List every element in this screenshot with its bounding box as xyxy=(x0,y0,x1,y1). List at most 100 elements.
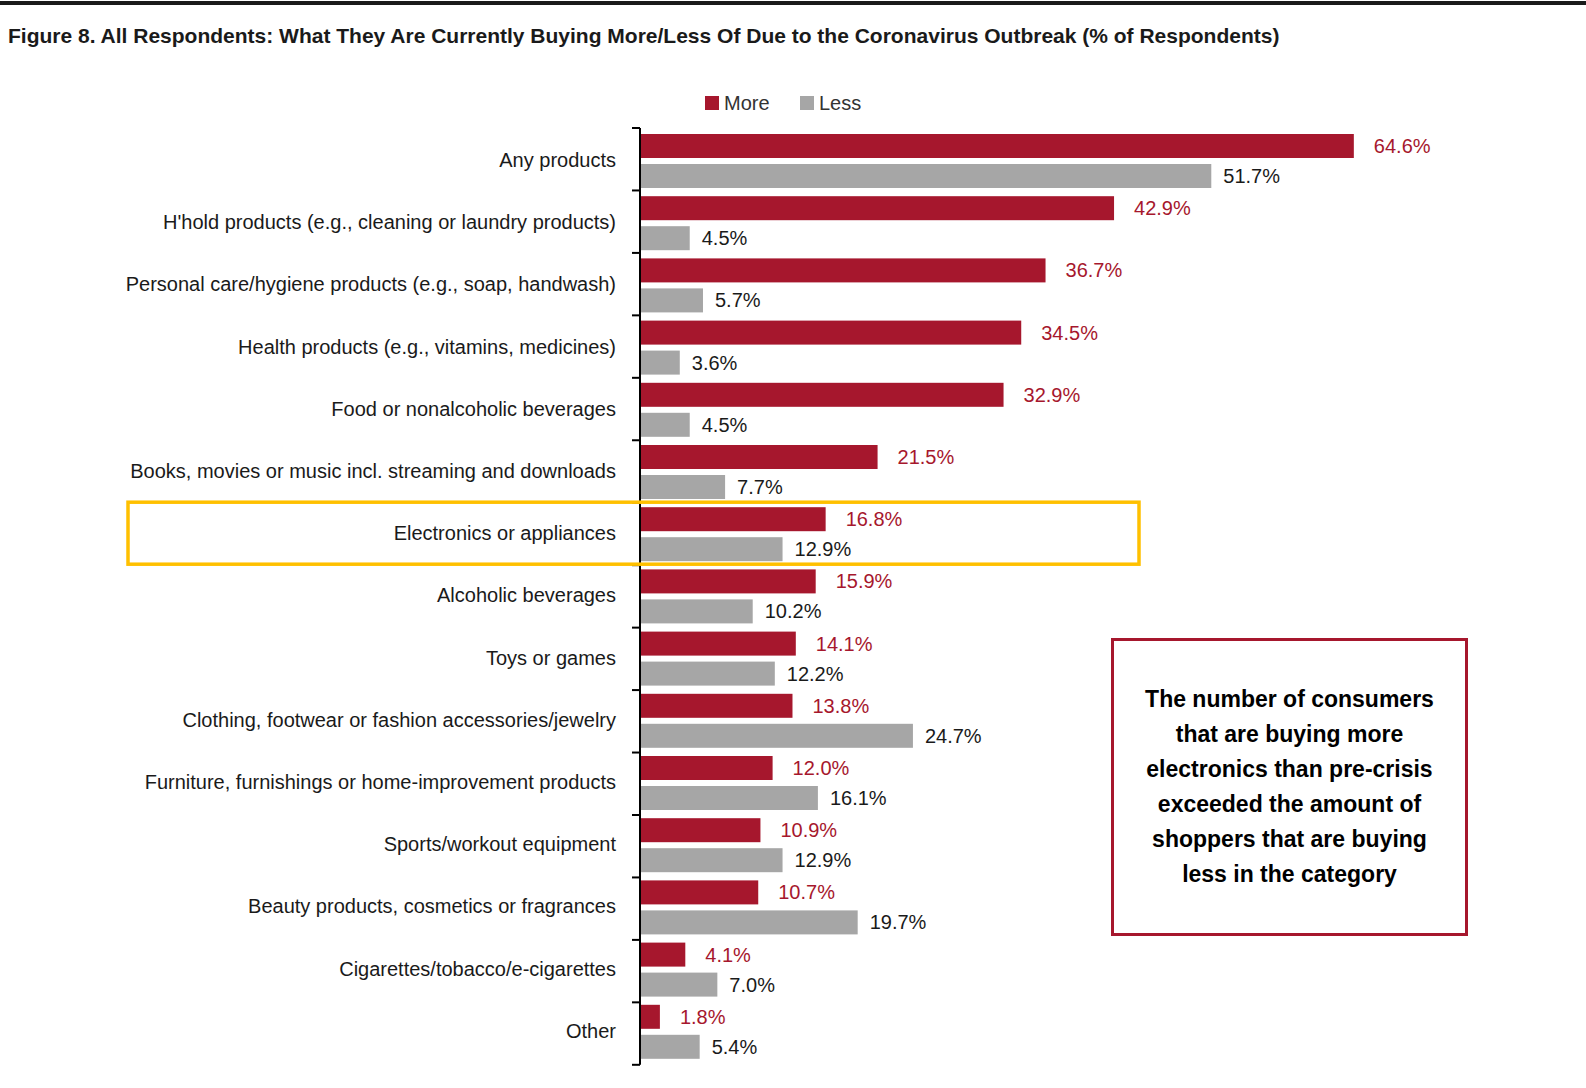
category-label: Beauty products, cosmetics or fragrances xyxy=(248,895,616,917)
bar xyxy=(640,724,913,748)
category-tick xyxy=(632,939,640,941)
bar xyxy=(640,943,685,967)
bar xyxy=(640,413,690,437)
category-label: Personal care/hygiene products (e.g., so… xyxy=(126,273,616,295)
bar xyxy=(640,475,725,499)
category-label: Books, movies or music incl. streaming a… xyxy=(130,460,616,482)
category-label: Alcoholic beverages xyxy=(437,584,616,606)
category-tick xyxy=(632,377,640,379)
category-tick xyxy=(632,189,640,191)
data-label: 64.6% xyxy=(1374,135,1431,157)
category-tick xyxy=(632,814,640,816)
category-label: Sports/workout equipment xyxy=(384,833,617,855)
bar xyxy=(640,786,818,810)
data-label: 12.9% xyxy=(795,538,852,560)
category-tick xyxy=(632,876,640,878)
bar xyxy=(640,973,717,997)
bar xyxy=(640,445,878,469)
category-label: Other xyxy=(566,1020,616,1042)
bar xyxy=(640,134,1354,158)
category-label: Health products (e.g., vitamins, medicin… xyxy=(238,336,616,358)
category-tick xyxy=(632,1001,640,1003)
highlight-box xyxy=(128,502,1139,564)
data-label: 19.7% xyxy=(870,911,927,933)
category-label: Electronics or appliances xyxy=(394,522,616,544)
bar xyxy=(640,756,773,780)
top-rule xyxy=(0,1,1586,5)
bar xyxy=(640,880,758,904)
data-label: 51.7% xyxy=(1223,165,1280,187)
bar xyxy=(640,321,1021,345)
category-label: Clothing, footwear or fashion accessorie… xyxy=(182,709,616,731)
chart: Figure 8. All Respondents: What They Are… xyxy=(0,0,1586,1088)
data-label: 13.8% xyxy=(812,695,869,717)
category-label: Cigarettes/tobacco/e-cigarettes xyxy=(339,958,616,980)
data-label: 16.1% xyxy=(830,787,887,809)
category-label: Toys or games xyxy=(486,647,616,669)
data-label: 32.9% xyxy=(1024,384,1081,406)
data-label: 10.9% xyxy=(780,819,837,841)
data-label: 7.7% xyxy=(737,476,783,498)
bar xyxy=(640,569,816,593)
data-label: 10.7% xyxy=(778,881,835,903)
category-tick xyxy=(632,252,640,254)
category-label: Food or nonalcoholic beverages xyxy=(331,398,616,420)
bar xyxy=(640,507,826,531)
bar xyxy=(640,848,783,872)
bar xyxy=(640,694,792,718)
legend-swatch xyxy=(705,96,719,110)
data-label: 12.2% xyxy=(787,663,844,685)
bar xyxy=(640,537,783,561)
data-label: 21.5% xyxy=(898,446,955,468)
bar xyxy=(640,258,1046,282)
data-label: 10.2% xyxy=(765,600,822,622)
data-label: 5.7% xyxy=(715,289,761,311)
bar xyxy=(640,632,796,656)
category-label: Any products xyxy=(499,149,616,171)
data-label: 12.0% xyxy=(793,757,850,779)
bar xyxy=(640,351,680,375)
bars xyxy=(640,134,1354,1059)
data-label: 14.1% xyxy=(816,633,873,655)
title: Figure 8. All Respondents: What They Are… xyxy=(8,24,1279,47)
data-label: 7.0% xyxy=(729,974,775,996)
category-tick xyxy=(632,627,640,629)
category-tick xyxy=(632,314,640,316)
bar xyxy=(640,196,1114,220)
data-label: 34.5% xyxy=(1041,322,1098,344)
data-label: 42.9% xyxy=(1134,197,1191,219)
bar xyxy=(640,910,858,934)
labels: Any products 64.6% 51.7% H'hold products (e… xyxy=(126,135,1431,1058)
category-tick xyxy=(632,689,640,691)
data-label: 4.5% xyxy=(702,227,748,249)
category-label: Furniture, furnishings or home-improveme… xyxy=(145,771,616,793)
data-label: 1.8% xyxy=(680,1006,726,1028)
legend-label: More xyxy=(724,92,770,114)
bar xyxy=(640,1005,660,1029)
bar xyxy=(640,662,775,686)
data-label: 16.8% xyxy=(846,508,903,530)
category-label: H'hold products (e.g., cleaning or laund… xyxy=(163,211,616,233)
legend: More Less xyxy=(705,92,861,114)
bar xyxy=(640,226,690,250)
bar xyxy=(640,1035,700,1059)
bar xyxy=(640,164,1211,188)
data-label: 3.6% xyxy=(692,352,738,374)
category-tick xyxy=(632,439,640,441)
data-label: 15.9% xyxy=(836,570,893,592)
annotation: The number of consumers that are buying … xyxy=(1111,638,1468,936)
category-tick xyxy=(632,1064,640,1066)
data-label: 4.1% xyxy=(705,944,751,966)
data-label: 5.4% xyxy=(712,1036,758,1058)
bar xyxy=(640,288,703,312)
category-tick xyxy=(632,127,640,129)
data-label: 36.7% xyxy=(1066,259,1123,281)
y-axis xyxy=(639,128,641,1065)
legend-swatch xyxy=(800,96,814,110)
bar xyxy=(640,383,1004,407)
category-tick xyxy=(632,752,640,754)
legend-label: Less xyxy=(819,92,861,114)
bar xyxy=(640,818,760,842)
data-label: 12.9% xyxy=(795,849,852,871)
data-label: 24.7% xyxy=(925,725,982,747)
